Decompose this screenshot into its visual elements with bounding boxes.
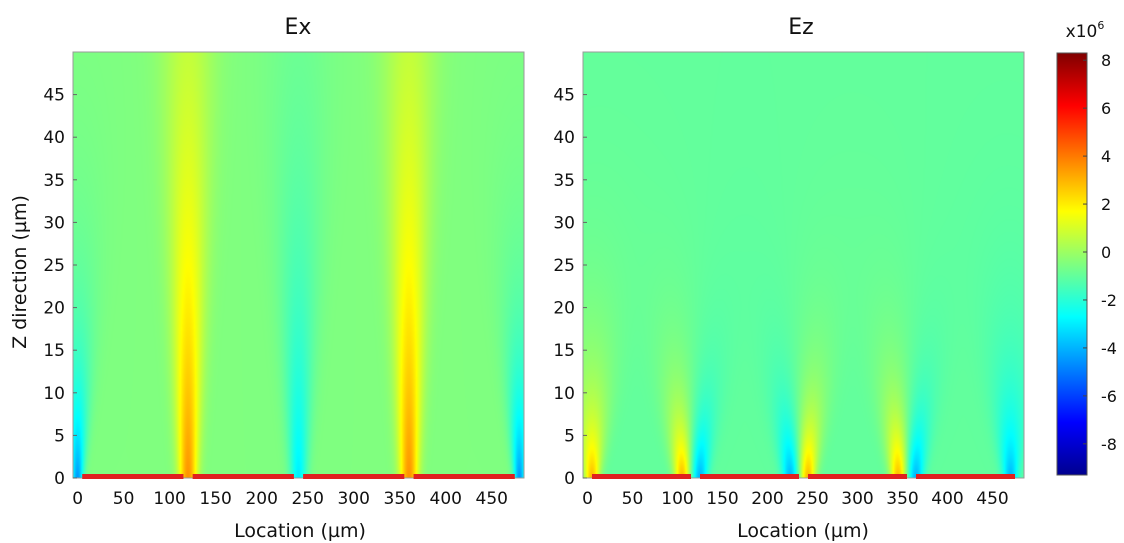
panel-title-ex: Ex (285, 15, 312, 40)
colorbar-ticks: 8 6 4 2 0 -2 -4 -6 -8 (1083, 51, 1117, 454)
panel-title-ez: Ez (788, 15, 813, 40)
colorbar-tick-label: -8 (1101, 435, 1117, 454)
x-tick-label: 0 (582, 489, 593, 509)
y-tick-label: 20 (43, 299, 65, 319)
y-tick-label: 25 (43, 256, 65, 276)
electrode-bar (592, 474, 691, 479)
y-tick-label: 35 (43, 171, 65, 191)
x-tick-label: 400 (430, 489, 462, 509)
y-tick-label: 20 (553, 299, 575, 319)
x-tick-label: 350 (886, 489, 918, 509)
colorbar-multiplier-exp: 6 (1097, 19, 1104, 32)
x-tick-label: 150 (706, 489, 738, 509)
x-axis-label-ex: Location (µm) (234, 520, 366, 542)
colorbar-tick-label: 4 (1101, 147, 1111, 166)
y-tick-label: 25 (553, 256, 575, 276)
x-tick-label: 200 (751, 489, 783, 509)
panel-ez: Ez 0 5 10 15 20 25 30 35 40 45 0 50 100 150 200 250 300… (553, 15, 1025, 542)
heatmap-image (583, 52, 1024, 478)
colorbar-multiplier: x106 (1066, 19, 1105, 42)
colorbar-tick-label: -6 (1101, 387, 1117, 406)
y-axis-label-ex: Z direction (µm) (9, 195, 31, 349)
y-tick-label: 15 (553, 341, 575, 361)
x-ticks-ez: 0 50 100 150 200 250 300 350 400 450 (582, 489, 1009, 509)
colorbar-tick-label: 8 (1101, 51, 1111, 70)
y-tick-label: 0 (54, 469, 65, 489)
y-tick-label: 45 (43, 86, 65, 106)
x-tick-label: 450 (476, 489, 508, 509)
x-axis-label-ez: Location (µm) (737, 520, 869, 542)
x-tick-label: 200 (245, 489, 277, 509)
colorbar-gradient (1056, 52, 1088, 476)
y-tick-label: 15 (43, 341, 65, 361)
x-tick-label: 350 (384, 489, 416, 509)
colorbar-tick-label: -2 (1101, 291, 1117, 310)
plot-area-ex (72, 51, 525, 479)
colorbar-tick-label: 0 (1101, 243, 1111, 262)
x-tick-label: 250 (796, 489, 828, 509)
electrode-bar (916, 474, 1015, 479)
x-ticks-ex: 0 50 100 150 200 250 300 350 400 450 (72, 489, 508, 509)
electrode-bar (303, 474, 405, 479)
y-tick-label: 35 (553, 171, 575, 191)
y-ticks-ex: 0 5 10 15 20 25 30 35 40 45 (43, 86, 77, 489)
y-tick-label: 30 (43, 213, 65, 233)
x-tick-label: 0 (72, 489, 83, 509)
colorbar-tick-label: 6 (1101, 99, 1111, 118)
plot-area-ez (582, 51, 1025, 479)
x-tick-label: 450 (976, 489, 1008, 509)
y-tick-label: 5 (54, 426, 65, 446)
colorbar-multiplier-base: x10 (1066, 22, 1098, 42)
electrode-bar (192, 474, 294, 479)
colorbar-tick-label: -4 (1101, 339, 1117, 358)
x-tick-label: 50 (622, 489, 644, 509)
electrode-bar (413, 474, 515, 479)
colorbar-tick-label: 2 (1101, 195, 1111, 214)
electrode-bar (808, 474, 907, 479)
x-tick-label: 100 (661, 489, 693, 509)
x-tick-label: 300 (841, 489, 873, 509)
x-tick-label: 150 (199, 489, 231, 509)
y-tick-label: 5 (564, 426, 575, 446)
electrode-bar (82, 474, 184, 479)
y-tick-label: 40 (43, 128, 65, 148)
x-tick-label: 250 (291, 489, 323, 509)
x-tick-label: 400 (931, 489, 963, 509)
x-tick-label: 300 (337, 489, 369, 509)
y-tick-label: 10 (553, 384, 575, 404)
y-tick-label: 40 (553, 128, 575, 148)
electrode-bar (700, 474, 799, 479)
y-tick-label: 0 (564, 469, 575, 489)
y-tick-label: 10 (43, 384, 65, 404)
y-tick-label: 30 (553, 213, 575, 233)
x-tick-label: 50 (113, 489, 135, 509)
y-tick-label: 45 (553, 86, 575, 106)
panel-ex: Ex 0 5 10 15 20 25 30 35 40 45 0 50 100 150 200 250 300… (9, 15, 525, 542)
heatmap-image (73, 52, 524, 478)
x-tick-label: 100 (153, 489, 185, 509)
y-ticks-ez: 0 5 10 15 20 25 30 35 40 45 (553, 86, 587, 489)
